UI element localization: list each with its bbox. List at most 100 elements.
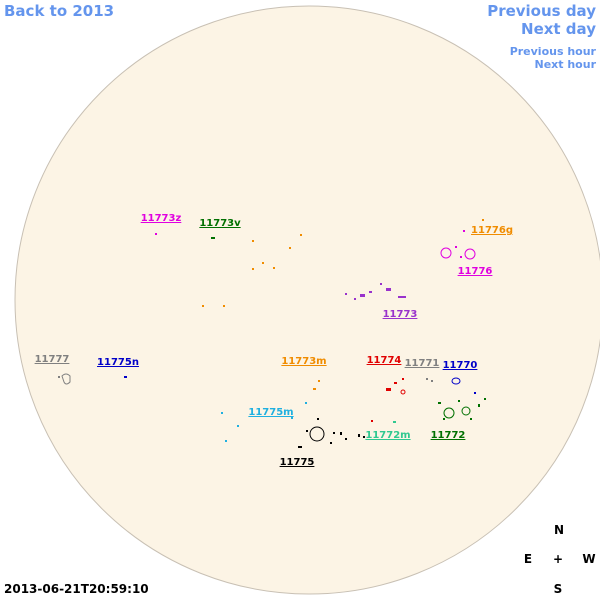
compass-center: + <box>552 552 564 566</box>
spot <box>202 305 204 307</box>
spot <box>463 230 465 232</box>
spot <box>155 233 157 235</box>
spot <box>305 402 307 404</box>
spot <box>363 436 365 438</box>
region-label[interactable]: 11776g <box>471 225 513 236</box>
region-label[interactable]: 11775 <box>279 457 315 468</box>
spot <box>317 418 319 420</box>
spot <box>360 294 365 297</box>
spot <box>333 432 335 434</box>
spot <box>484 398 486 400</box>
compass-west: W <box>582 552 596 566</box>
spot <box>443 418 445 420</box>
spots <box>451 377 476 394</box>
spots <box>438 398 486 420</box>
compass-north: N <box>553 523 565 537</box>
spot <box>262 262 264 264</box>
region-label[interactable]: 11770 <box>442 360 478 371</box>
spot <box>313 388 316 390</box>
spot <box>358 434 360 437</box>
spots <box>155 233 157 235</box>
spot <box>431 380 433 382</box>
spot <box>237 425 239 427</box>
region-label[interactable]: 11773 <box>382 309 418 320</box>
spot <box>394 382 397 384</box>
spots <box>124 376 127 378</box>
region-label[interactable]: 11774 <box>366 355 402 366</box>
spot <box>458 400 460 402</box>
spot <box>318 380 320 382</box>
spot <box>223 305 225 307</box>
spot <box>298 446 302 448</box>
spot <box>402 378 404 380</box>
region-label[interactable]: 11773m <box>281 356 327 367</box>
spot <box>440 247 452 259</box>
compass-south: S <box>553 582 563 596</box>
spot <box>309 426 325 442</box>
spot <box>478 404 480 407</box>
spot <box>464 248 476 260</box>
spot <box>380 283 382 285</box>
spots <box>58 373 71 385</box>
spot <box>443 407 455 419</box>
spots <box>202 219 484 307</box>
spot <box>306 430 308 432</box>
region-label[interactable]: 11777 <box>34 354 70 365</box>
solar-disk <box>14 5 600 595</box>
previous-hour-link[interactable]: Previous hour <box>509 45 596 58</box>
spot <box>398 296 406 298</box>
spots <box>426 378 433 382</box>
spots <box>345 283 406 300</box>
spot <box>386 288 391 291</box>
spots <box>393 421 396 423</box>
spots <box>211 237 215 239</box>
spot <box>345 438 347 440</box>
spot <box>371 420 373 422</box>
spot <box>124 376 127 378</box>
spot <box>330 442 332 444</box>
spot <box>252 240 254 242</box>
spot <box>61 373 71 385</box>
previous-day-link[interactable]: Previous day <box>487 2 596 20</box>
region-label[interactable]: 11773v <box>199 218 241 229</box>
region-label[interactable]: 11772 <box>430 430 466 441</box>
spots <box>221 402 307 442</box>
spot-groups <box>58 219 486 448</box>
spot <box>461 406 471 416</box>
spots <box>298 418 365 448</box>
spot <box>340 432 342 435</box>
next-day-link[interactable]: Next day <box>521 20 596 38</box>
region-label[interactable]: 11775m <box>248 407 294 418</box>
spot <box>470 418 472 420</box>
spot <box>400 389 406 395</box>
spot <box>221 412 223 414</box>
spot <box>474 392 476 394</box>
region-label[interactable]: 11772m <box>365 430 411 441</box>
region-label[interactable]: 11775n <box>97 357 139 368</box>
spot <box>482 219 484 221</box>
spots <box>313 380 320 390</box>
spot <box>291 417 293 419</box>
spot <box>211 237 215 239</box>
next-hour-link[interactable]: Next hour <box>534 58 597 71</box>
spot <box>451 377 461 385</box>
region-label[interactable]: 11773z <box>140 213 182 224</box>
spot <box>386 388 391 391</box>
spot <box>460 256 462 258</box>
region-label[interactable]: 11776 <box>457 266 493 277</box>
spot <box>354 298 356 300</box>
compass-east: E <box>523 552 533 566</box>
spot <box>345 293 347 295</box>
spots <box>440 230 476 260</box>
back-link[interactable]: Back to 2013 <box>4 2 115 20</box>
spot <box>225 440 227 442</box>
spot <box>300 234 302 236</box>
spot <box>252 268 254 270</box>
spot <box>438 402 441 404</box>
region-label[interactable]: 11771 <box>404 358 440 369</box>
timestamp: 2013-06-21T20:59:10 <box>4 582 149 596</box>
spot <box>426 378 428 380</box>
spot <box>369 291 372 293</box>
